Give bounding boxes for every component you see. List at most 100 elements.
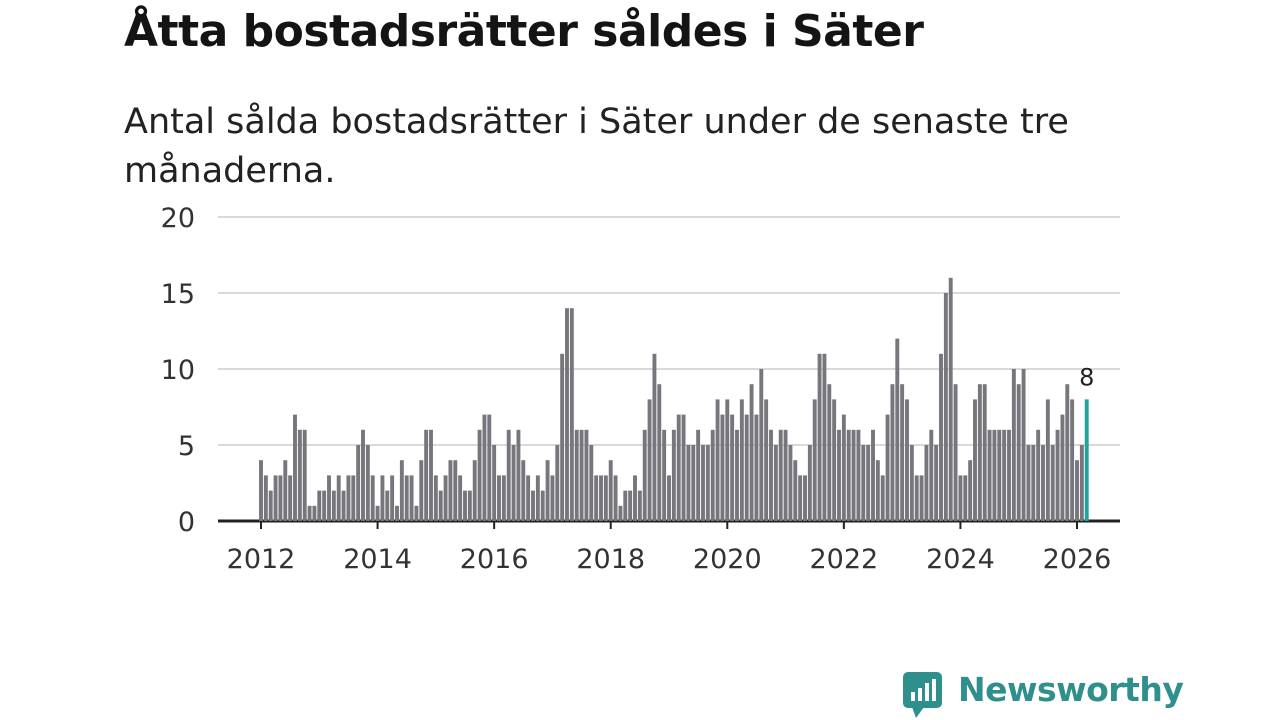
bar [764,399,769,521]
bar [613,475,618,521]
bar [720,414,725,521]
bar [885,414,890,521]
bar [778,429,783,521]
bar [482,414,487,521]
chart-subtitle: Antal sålda bostadsrätter i Säter under … [124,102,1069,191]
bar [307,505,312,521]
bar [1002,429,1007,521]
bar [268,490,273,521]
bar [1031,445,1036,521]
bar [1026,445,1031,521]
bar [511,445,516,521]
bar [662,429,667,521]
bar [948,277,953,521]
y-tick-label: 0 [178,507,195,538]
bar [293,414,297,521]
x-tick-label: 2024 [926,544,995,575]
x-tick-label: 2022 [809,544,878,575]
bar [433,475,438,521]
bar [953,384,958,521]
bar [594,475,599,521]
bar [409,475,414,521]
bar [866,445,871,521]
bar [623,490,628,521]
bar [448,460,453,521]
bar [982,384,987,521]
bar [987,429,992,521]
bar [414,505,419,521]
bar [730,414,735,521]
bar [322,490,327,521]
bar [1075,460,1079,521]
bar [871,429,875,521]
bar [438,490,443,521]
bar [467,490,472,521]
bar [628,490,633,521]
bar [380,475,385,521]
x-axis-ticks: 2012 2014 2016 2018 2020 2022 2024 2026 [227,521,1111,575]
bar [283,460,288,521]
bar [788,445,793,521]
bar [914,475,919,521]
bar [1065,384,1070,521]
bar [302,429,307,521]
bar [399,460,404,521]
bar [846,429,851,521]
bar [521,460,526,521]
bar [773,445,778,521]
chart-title: Åtta bostadsrätter såldes i Säter [124,6,924,57]
bar [346,475,351,521]
bar [565,308,569,521]
y-tick-label: 15 [161,279,195,310]
newsworthy-logo-icon [903,672,942,718]
bar [861,445,866,521]
bar [375,505,380,521]
bar [691,445,696,521]
bar [701,445,705,521]
bar [827,384,832,521]
bar [759,369,764,521]
bar [327,475,331,521]
bar [725,399,730,521]
bar [657,384,662,521]
bar [681,414,686,521]
bar [506,429,511,521]
bar [356,445,361,521]
bar [822,353,827,521]
bar [574,429,579,521]
bar [603,475,608,521]
bar [909,445,914,521]
bar [793,460,798,521]
bar [351,475,356,521]
bar [939,353,943,521]
newsworthy-logo-text: Newsworthy [958,670,1184,709]
bar [429,429,433,521]
bar [1021,369,1026,521]
bar [652,353,657,521]
bar [390,475,395,521]
bar [555,445,560,521]
bar [516,429,521,521]
bar [404,475,409,521]
bar [278,475,283,521]
bar [618,505,623,521]
bar [608,460,613,521]
x-tick-label: 2012 [227,544,296,575]
bar [419,460,424,521]
bar [973,399,977,521]
bar [837,429,841,521]
bar [754,414,759,521]
bar [895,338,900,521]
bar [832,399,837,521]
bar [1060,414,1065,521]
bar [924,445,929,521]
bar [263,475,268,521]
y-tick-label: 20 [161,203,195,234]
bar [890,384,895,521]
bar [273,475,278,521]
bar [963,475,968,521]
bar [599,475,603,521]
bar [905,399,909,521]
bar [526,475,531,521]
bar [259,460,263,521]
